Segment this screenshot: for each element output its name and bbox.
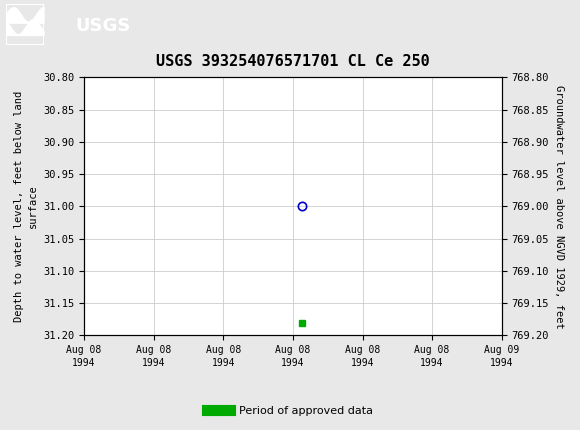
Text: USGS: USGS bbox=[75, 17, 130, 35]
Title: USGS 393254076571701 CL Ce 250: USGS 393254076571701 CL Ce 250 bbox=[156, 54, 430, 69]
Legend: Period of approved data: Period of approved data bbox=[203, 401, 377, 420]
Y-axis label: Groundwater level above NGVD 1929, feet: Groundwater level above NGVD 1929, feet bbox=[554, 85, 564, 328]
Y-axis label: Depth to water level, feet below land
surface: Depth to water level, feet below land su… bbox=[14, 91, 38, 322]
